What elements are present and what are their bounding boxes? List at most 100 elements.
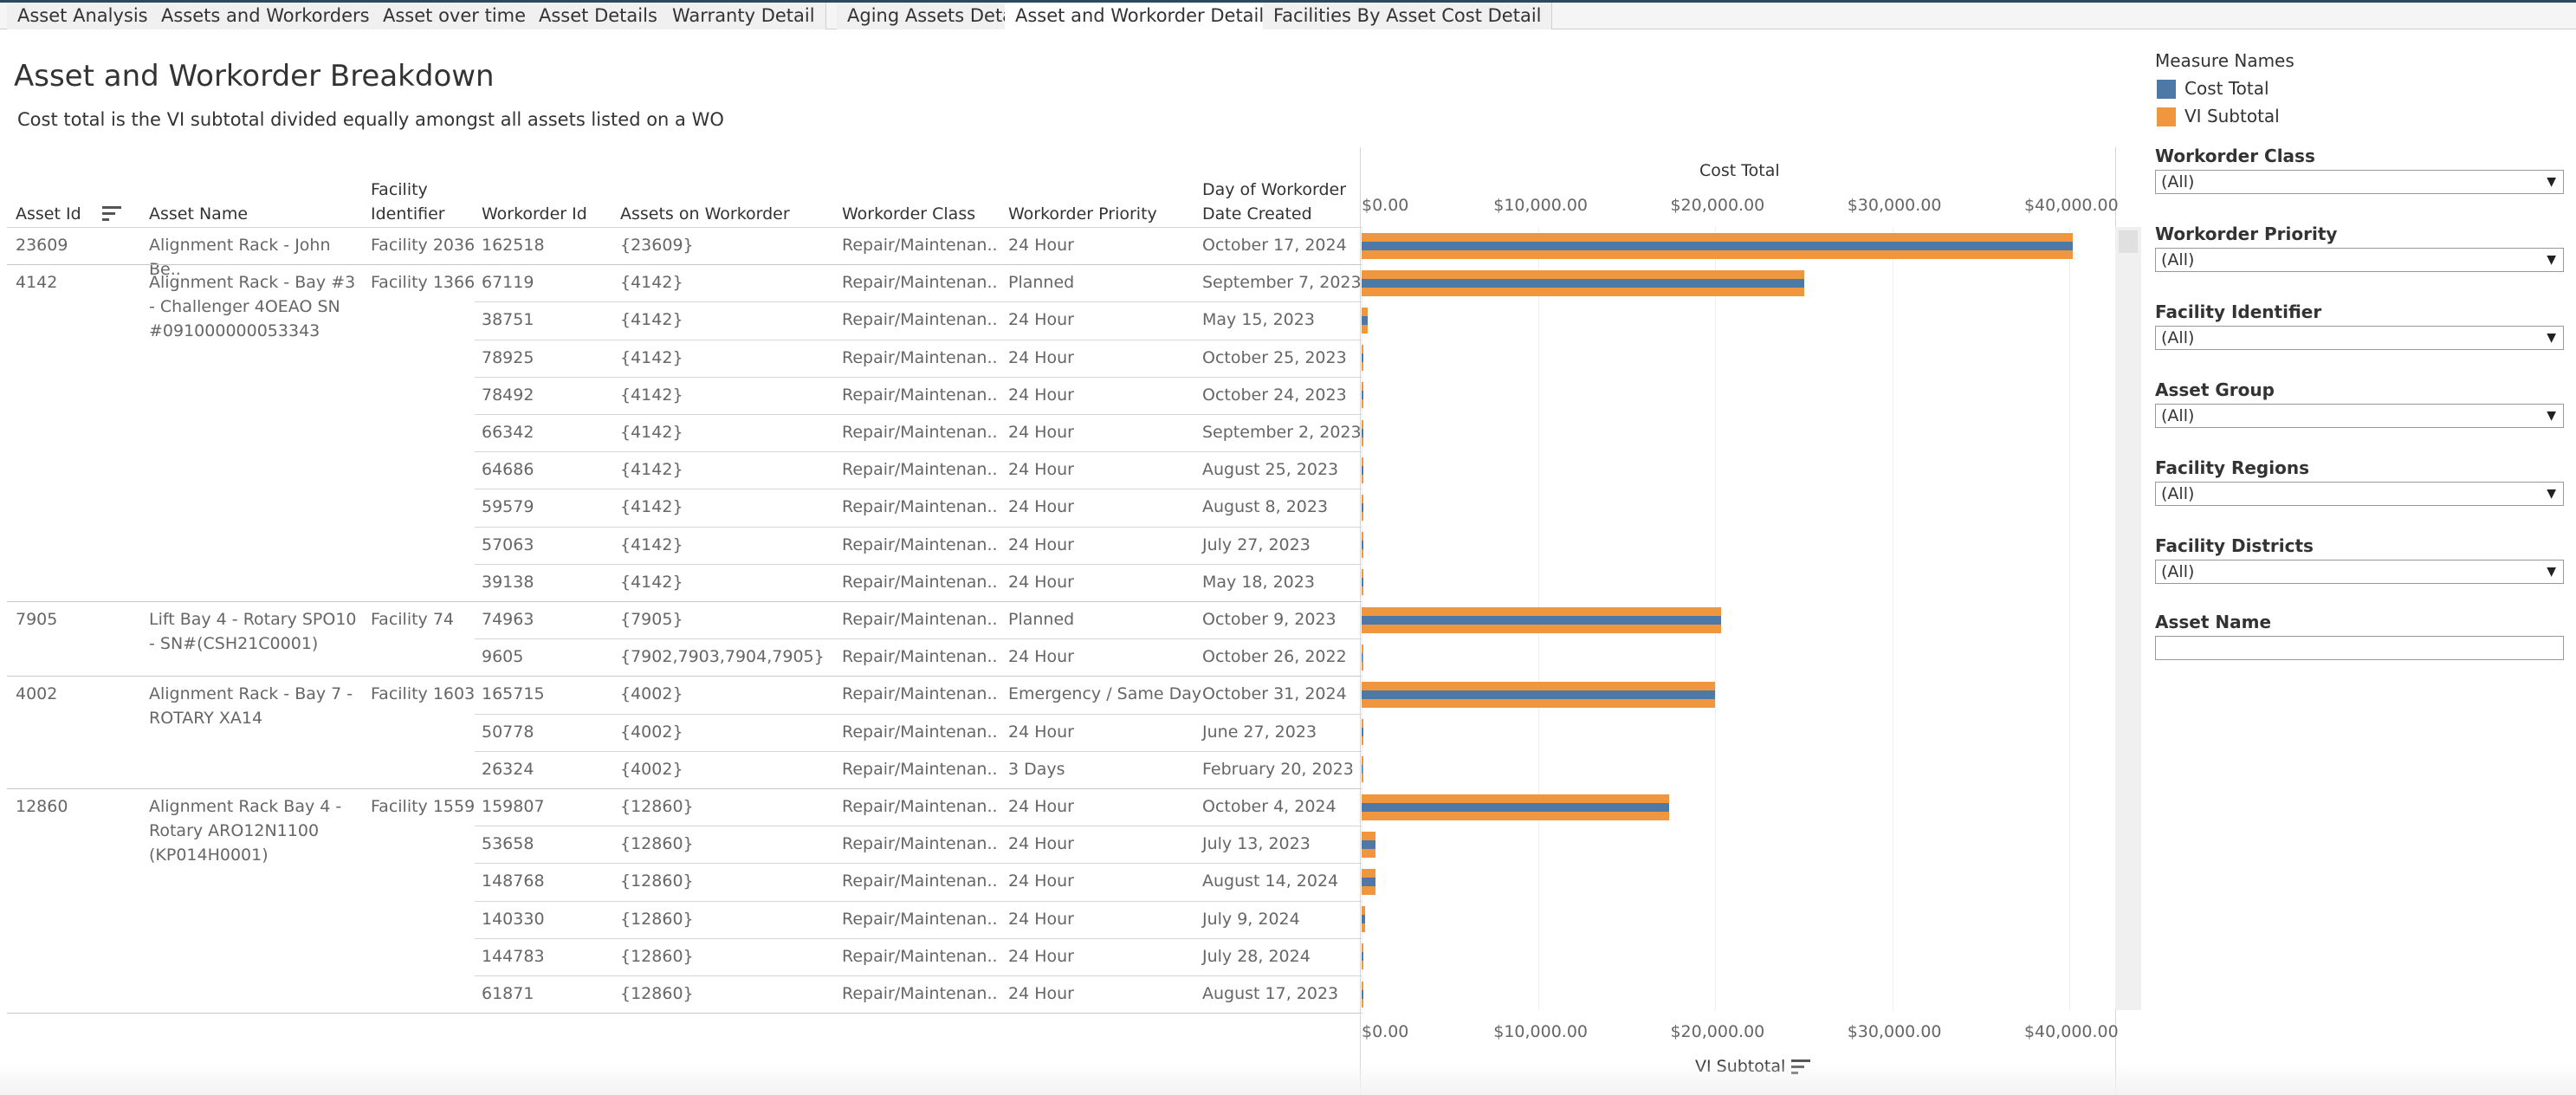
workorder-priority-cell: Planned [1008, 273, 1075, 293]
tab-warranty-detail[interactable]: Warranty Detail [662, 3, 826, 29]
tab-asset-and-workorder-detail[interactable]: Asset and Workorder Detail [1005, 3, 1276, 29]
bar-cost-total-39138[interactable] [1362, 578, 1364, 587]
header-asset-name[interactable]: Asset Name [149, 204, 249, 224]
header-workorder-priority[interactable]: Workorder Priority [1008, 204, 1157, 224]
assets-on-workorder-cell: {12860} [620, 797, 694, 816]
legend-label-cost-total[interactable]: Cost Total [2184, 78, 2269, 99]
workorder-priority-cell: 3 Days [1008, 759, 1065, 779]
row-divider [475, 301, 1362, 303]
date-created-cell: July 13, 2023 [1202, 834, 1311, 854]
workorder-id-cell: 64686 [482, 460, 534, 480]
assets-on-workorder-cell: {7905} [620, 610, 683, 629]
row-divider [475, 750, 1362, 752]
header-day-created-line2[interactable]: Date Created [1202, 204, 1312, 224]
workorder-class-cell: Repair/Maintenan.. [842, 871, 998, 891]
bar-cost-total-144783[interactable] [1362, 952, 1363, 962]
header-workorder-class[interactable]: Workorder Class [842, 204, 976, 224]
header-asset-id[interactable]: Asset Id [16, 204, 81, 224]
workorder-id-cell: 9605 [482, 647, 524, 667]
filter-dropdown-facility-districts[interactable]: (All) ▼ [2155, 560, 2564, 584]
workorder-class-cell: Repair/Maintenan.. [842, 236, 998, 255]
workorder-id-cell: 165715 [482, 684, 545, 704]
date-created-cell: August 25, 2023 [1202, 460, 1339, 480]
vertical-scrollbar[interactable] [2115, 227, 2141, 1010]
header-workorder-id[interactable]: Workorder Id [482, 204, 587, 224]
chart-left-border [1360, 147, 1361, 1095]
filter-dropdown-workorder-class[interactable]: (All) ▼ [2155, 170, 2564, 194]
bar-cost-total-61871[interactable] [1362, 989, 1363, 999]
workorder-class-cell: Repair/Maintenan.. [842, 684, 998, 704]
tab-asset-over-time[interactable]: Asset over time [372, 3, 538, 29]
workorder-priority-cell: 24 Hour [1008, 797, 1074, 816]
scrollbar-thumb[interactable] [2119, 230, 2138, 253]
bar-cost-total-50778[interactable] [1362, 728, 1363, 737]
workorder-priority-cell: 24 Hour [1008, 535, 1074, 554]
tab-asset-analysis[interactable]: Asset Analysis [7, 3, 159, 29]
bar-cost-total-162518[interactable] [1362, 241, 2074, 250]
workorder-priority-cell: 24 Hour [1008, 310, 1074, 330]
assets-on-workorder-cell: {12860} [620, 946, 694, 966]
legend-label-vi-subtotal[interactable]: VI Subtotal [2184, 106, 2280, 126]
tab-aging-assets-detail[interactable]: Aging Assets Detail [837, 3, 1035, 29]
bar-cost-total-74963[interactable] [1362, 615, 1721, 625]
bar-cost-total-64686[interactable] [1362, 465, 1364, 475]
workorder-priority-cell: 24 Hour [1008, 834, 1074, 854]
axis-tick-label-bottom: $40,000.00 [2023, 1022, 2119, 1041]
bar-cost-total-140330[interactable] [1362, 915, 1366, 924]
bar-cost-total-59579[interactable] [1362, 503, 1364, 512]
date-created-cell: May 15, 2023 [1202, 310, 1315, 330]
asset-id-cell: 4142 [16, 273, 58, 293]
workorder-priority-cell: 24 Hour [1008, 946, 1074, 966]
workorder-priority-cell: 24 Hour [1008, 385, 1074, 405]
date-created-cell: September 7, 2023 [1202, 273, 1362, 293]
asset-name-search-input[interactable] [2155, 636, 2564, 660]
filter-dropdown-workorder-priority[interactable]: (All) ▼ [2155, 248, 2564, 272]
bar-cost-total-38751[interactable] [1362, 316, 1369, 325]
workorder-class-cell: Repair/Maintenan.. [842, 946, 998, 966]
caret-down-icon: ▼ [2547, 409, 2556, 423]
date-created-cell: October 31, 2024 [1202, 684, 1347, 704]
workorder-class-cell: Repair/Maintenan.. [842, 497, 998, 517]
bar-cost-total-66342[interactable] [1362, 428, 1364, 437]
axis-tick-label-bottom: $20,000.00 [1670, 1022, 1765, 1041]
assets-on-workorder-cell: {4142} [620, 310, 683, 330]
workorder-class-cell: Repair/Maintenan.. [842, 647, 998, 667]
tab-facilities-by-asset-cost-detail[interactable]: Facilities By Asset Cost Detail [1263, 3, 1553, 29]
row-divider [475, 451, 1362, 453]
workorder-class-cell: Repair/Maintenan.. [842, 759, 998, 779]
facility-identifier-cell: Facility 74 [371, 610, 455, 629]
tab-assets-and-workorders[interactable]: Assets and Workorders [151, 3, 381, 29]
bar-cost-total-67119[interactable] [1362, 278, 1804, 288]
assets-on-workorder-cell: {4142} [620, 385, 683, 405]
assets-on-workorder-cell: {4142} [620, 497, 683, 517]
asset-id-cell: 4002 [16, 684, 58, 704]
workorder-class-cell: Repair/Maintenan.. [842, 797, 998, 816]
assets-on-workorder-cell: {4002} [620, 684, 683, 704]
bar-cost-total-78925[interactable] [1362, 353, 1364, 363]
assets-on-workorder-cell: {12860} [620, 909, 694, 929]
bar-cost-total-78492[interactable] [1362, 391, 1364, 400]
dropdown-value: (All) [2161, 562, 2195, 581]
bar-cost-total-165715[interactable] [1362, 690, 1716, 699]
header-facility-identifier-line1[interactable]: Facility [371, 180, 428, 199]
bar-cost-total-57063[interactable] [1362, 541, 1364, 550]
bar-cost-total-53658[interactable] [1362, 839, 1376, 849]
filter-dropdown-facility-identifier[interactable]: (All) ▼ [2155, 326, 2564, 350]
sort-icon[interactable] [102, 206, 121, 222]
bar-cost-total-148768[interactable] [1362, 878, 1376, 886]
workorder-id-cell: 53658 [482, 834, 534, 854]
row-divider [475, 526, 1362, 528]
group-divider [7, 1013, 1362, 1014]
header-assets-on-workorder[interactable]: Assets on Workorder [620, 204, 790, 224]
tab-asset-details[interactable]: Asset Details [528, 3, 669, 29]
workorder-id-cell: 140330 [482, 909, 545, 929]
axis-tick-label-top: $20,000.00 [1670, 196, 1765, 215]
bar-cost-total-159807[interactable] [1362, 802, 1670, 812]
filter-dropdown-facility-regions[interactable]: (All) ▼ [2155, 482, 2564, 506]
header-day-created-line1[interactable]: Day of Workorder [1202, 180, 1347, 199]
date-created-cell: October 24, 2023 [1202, 385, 1347, 405]
bar-vi-subtotal-9605[interactable] [1362, 644, 1363, 671]
header-facility-identifier-line2[interactable]: Identifier [371, 204, 445, 224]
assets-on-workorder-cell: {12860} [620, 834, 694, 854]
filter-dropdown-asset-group[interactable]: (All) ▼ [2155, 404, 2564, 428]
